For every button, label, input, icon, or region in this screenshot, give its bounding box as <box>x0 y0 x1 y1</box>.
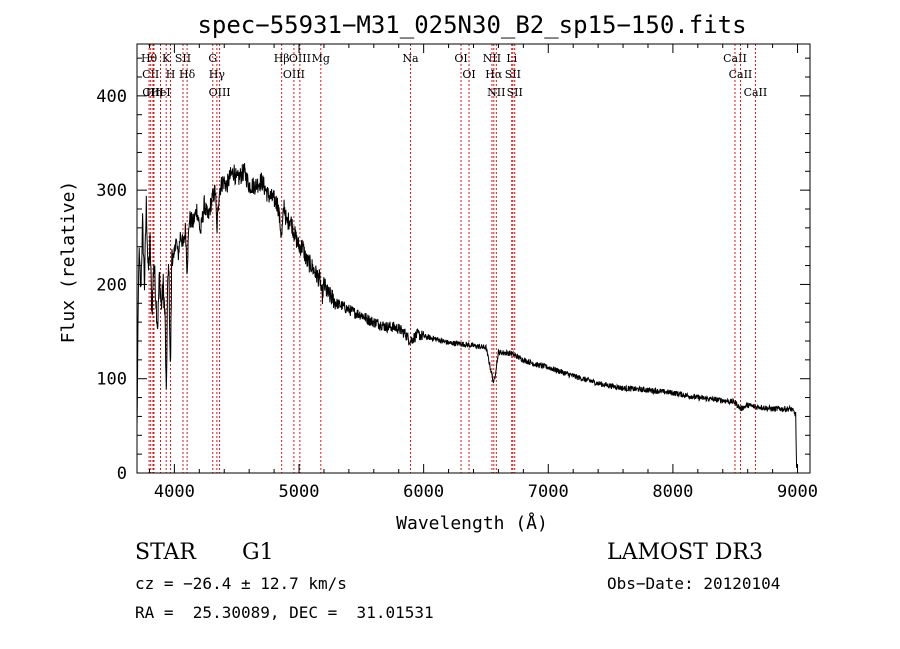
object-subclass: G1 <box>242 540 274 565</box>
y-tick-label: 100 <box>96 370 127 390</box>
line-label: Li <box>506 52 517 65</box>
line-label: OI <box>454 52 467 65</box>
line-label: H <box>166 68 176 81</box>
y-tick-label: 400 <box>96 87 127 107</box>
line-label: OIII <box>209 86 231 99</box>
axis-ticks: 4000 5000 6000 7000 8000 9000 0 100 200 300 400 <box>96 44 818 502</box>
y-tick-label: 0 <box>117 464 127 484</box>
line-label: OIII <box>289 52 311 65</box>
observation-date: Obs−Date: 20120104 <box>607 574 781 593</box>
line-label: SII <box>507 86 523 99</box>
object-class: STAR <box>135 540 196 565</box>
line-label: G <box>208 52 217 65</box>
x-tick-label: 4000 <box>154 482 195 502</box>
x-tick-label: 7000 <box>528 482 569 502</box>
y-axis-label: Flux (relative) <box>58 181 79 344</box>
x-tick-label: 6000 <box>403 482 444 502</box>
line-label: Hη <box>146 86 162 99</box>
line-label: K <box>162 52 171 65</box>
line-label: HeI <box>150 86 170 99</box>
y-tick-label: 200 <box>96 275 127 295</box>
x-tick-label: 5000 <box>279 482 320 502</box>
line-label: Hα <box>485 68 503 81</box>
line-label: SII <box>175 52 191 65</box>
survey-name: LAMOST DR3 <box>607 540 763 565</box>
line-label: CaII <box>729 68 753 81</box>
line-label: CaII <box>744 86 768 99</box>
line-label: SII <box>505 68 521 81</box>
x-tick-label: 8000 <box>652 482 693 502</box>
line-label: Hθ <box>141 52 158 65</box>
line-label: CaII <box>723 52 747 65</box>
line-label: Mg <box>312 52 330 65</box>
line-label: OI <box>462 68 475 81</box>
x-axis-label: Wavelength (Å) <box>396 512 548 534</box>
line-label: NII <box>487 86 505 99</box>
line-label: Hγ <box>209 68 226 81</box>
line-label: Na <box>402 52 419 65</box>
x-tick-label: 9000 <box>777 482 818 502</box>
chart-title: spec−55931−M31_025N30_B2_sp15−150.fits <box>197 11 746 39</box>
ra-dec-coordinates: RA = 25.30089, DEC = 31.01531 <box>135 603 434 622</box>
line-label: NII <box>483 52 501 65</box>
spectrum-line <box>136 163 798 469</box>
line-label: OIII <box>283 68 305 81</box>
line-label: CII <box>142 68 159 81</box>
line-label: CIII <box>142 86 163 99</box>
series-layer <box>136 163 798 469</box>
y-tick-label: 300 <box>96 181 127 201</box>
redshift-velocity: cz = −26.4 ± 12.7 km/s <box>135 574 347 593</box>
line-label: Hβ <box>274 52 290 65</box>
line-label: Hδ <box>179 68 196 81</box>
plot-frame <box>136 43 811 474</box>
